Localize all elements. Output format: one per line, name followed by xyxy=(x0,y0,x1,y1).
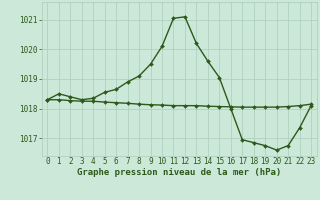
X-axis label: Graphe pression niveau de la mer (hPa): Graphe pression niveau de la mer (hPa) xyxy=(77,168,281,177)
